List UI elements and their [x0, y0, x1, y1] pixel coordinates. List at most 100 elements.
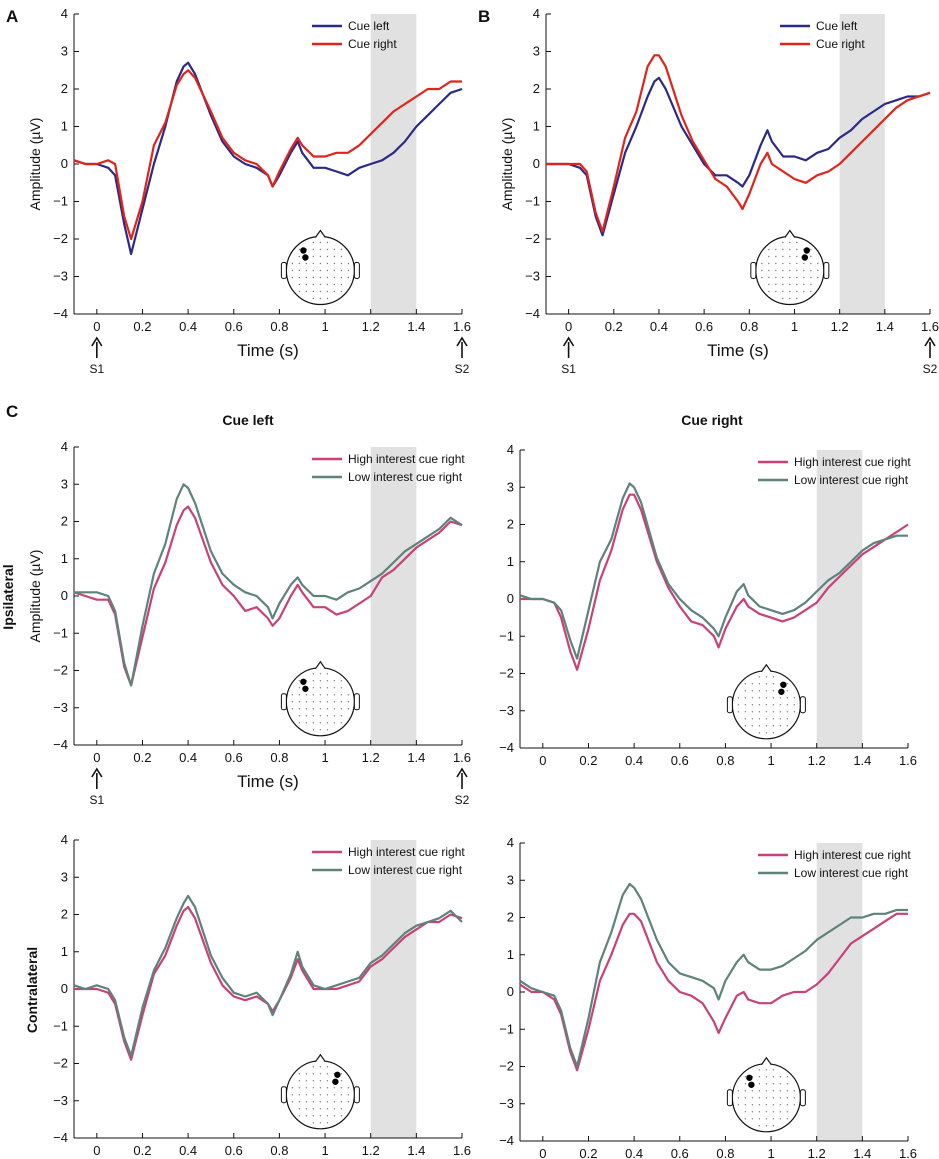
electrode-site: [786, 1104, 789, 1106]
electrode-head-map: [280, 660, 360, 737]
electrode-site: [793, 1097, 796, 1099]
electrode-site: [786, 718, 789, 720]
electrode-site: [786, 1083, 789, 1085]
electrode-site: [326, 694, 329, 696]
y-tick-label: 1: [61, 944, 68, 959]
electrode-site: [775, 255, 777, 258]
electrode-site: [333, 680, 336, 682]
electrode-site: [319, 1122, 322, 1124]
electrode-site: [298, 1087, 301, 1089]
electrode-site: [765, 1076, 768, 1078]
electrode-site: [319, 283, 322, 286]
electrode-site: [326, 283, 329, 286]
electrode-site: [340, 269, 343, 272]
electrode-site: [312, 708, 315, 710]
electrode-site: [796, 276, 798, 279]
electrode-site: [312, 269, 315, 272]
stimulus-arrow-head: [91, 336, 103, 347]
electrode-site: [803, 283, 805, 286]
head-nose: [314, 1053, 326, 1063]
electrode-site: [758, 1118, 761, 1120]
electrode-site: [340, 290, 343, 293]
electrode-site: [298, 715, 301, 717]
electrode-site: [744, 1104, 747, 1106]
highlighted-electrode: [334, 1071, 341, 1078]
y-tick-label: 4: [533, 6, 540, 21]
electrode-site: [772, 704, 775, 706]
x-tick-label: 1.2: [362, 1143, 380, 1158]
electrode-site: [312, 715, 315, 717]
electrode-site: [333, 722, 336, 724]
electrode-site: [312, 1101, 315, 1103]
x-tick-label: 1.2: [362, 319, 380, 334]
electrode-site: [333, 283, 336, 286]
head-ear-right: [353, 693, 360, 711]
electrode-site: [765, 683, 768, 685]
electrode-site: [326, 1094, 329, 1096]
electrode-site: [789, 262, 791, 265]
y-tick-label: 0: [507, 984, 514, 999]
electrode-site: [298, 276, 301, 279]
electrode-site: [340, 283, 343, 286]
y-tick-label: 1: [507, 947, 514, 962]
electrode-site: [326, 708, 329, 710]
electrode-site: [319, 1115, 322, 1117]
series-line-a: [519, 912, 908, 1072]
x-tick-label: 1: [767, 1146, 774, 1159]
electrode-site: [782, 255, 784, 258]
chart-a: 4 3 2 1 0 −1 −2 −3 −4 0 0.2 0.4 0.6 0.8 1 1.2 1.4 1.6 Time…: [27, 6, 471, 376]
y-tick-label: 4: [61, 6, 68, 21]
series-line-b: [73, 894, 463, 1058]
electrode-site: [817, 262, 819, 265]
electrode-site: [751, 1090, 754, 1092]
chart-c-contra-left: 4 3 2 1 0 −1 −2 −3 −4 0 0.2 0.4 0.6 0.8 1 1.2 1.4 1.6 High…: [53, 832, 471, 1158]
highlighted-electrode: [302, 685, 309, 692]
electrode-head-map: [726, 663, 806, 740]
electrode-site: [772, 1104, 775, 1106]
electrode-site: [744, 1083, 747, 1085]
electrode-site: [737, 704, 740, 706]
electrode-site: [786, 711, 789, 713]
series-line-b: [519, 882, 908, 1068]
x-tick-label: 1.4: [853, 753, 871, 768]
electrode-site: [305, 1115, 308, 1117]
legend-entry: High interest cue right: [794, 455, 911, 469]
electrode-site: [312, 241, 315, 244]
electrode-site: [768, 255, 770, 258]
electrode-site: [803, 290, 805, 293]
electrode-site: [298, 255, 301, 258]
electrode-site: [772, 683, 775, 685]
electrode-site: [305, 1108, 308, 1110]
x-tick-label: 0: [93, 1143, 100, 1158]
electrode-site: [765, 718, 768, 720]
y-tick-label: 4: [507, 442, 514, 457]
y-tick-label: 2: [507, 517, 514, 532]
electrode-site: [326, 680, 329, 682]
analysis-window-shading: [816, 450, 863, 748]
stimulus-arrow-head: [924, 336, 936, 347]
electrode-site: [340, 708, 343, 710]
electrode-site: [786, 725, 789, 727]
electrode-site: [751, 725, 754, 727]
electrode-site: [319, 1080, 322, 1082]
electrode-site: [291, 1087, 294, 1089]
electrode-site: [765, 1111, 768, 1113]
electrode-site: [751, 1097, 754, 1099]
electrode-site: [789, 241, 791, 244]
electrode-site: [291, 262, 294, 265]
electrode-site: [312, 262, 315, 265]
electrode-site: [312, 1066, 315, 1068]
electrode-site: [298, 1080, 301, 1082]
electrode-site: [796, 248, 798, 251]
electrode-site: [772, 1090, 775, 1092]
electrode-site: [312, 1115, 315, 1117]
electrode-site: [817, 276, 819, 279]
electrode-site: [298, 1101, 301, 1103]
electrode-site: [291, 1101, 294, 1103]
x-tick-label: 0.8: [740, 319, 758, 334]
electrode-site: [305, 701, 308, 703]
electrode-site: [803, 262, 805, 265]
x-tick-label: 0.4: [179, 1143, 197, 1158]
y-tick-label: −3: [499, 1096, 514, 1111]
electrode-site: [326, 1115, 329, 1117]
